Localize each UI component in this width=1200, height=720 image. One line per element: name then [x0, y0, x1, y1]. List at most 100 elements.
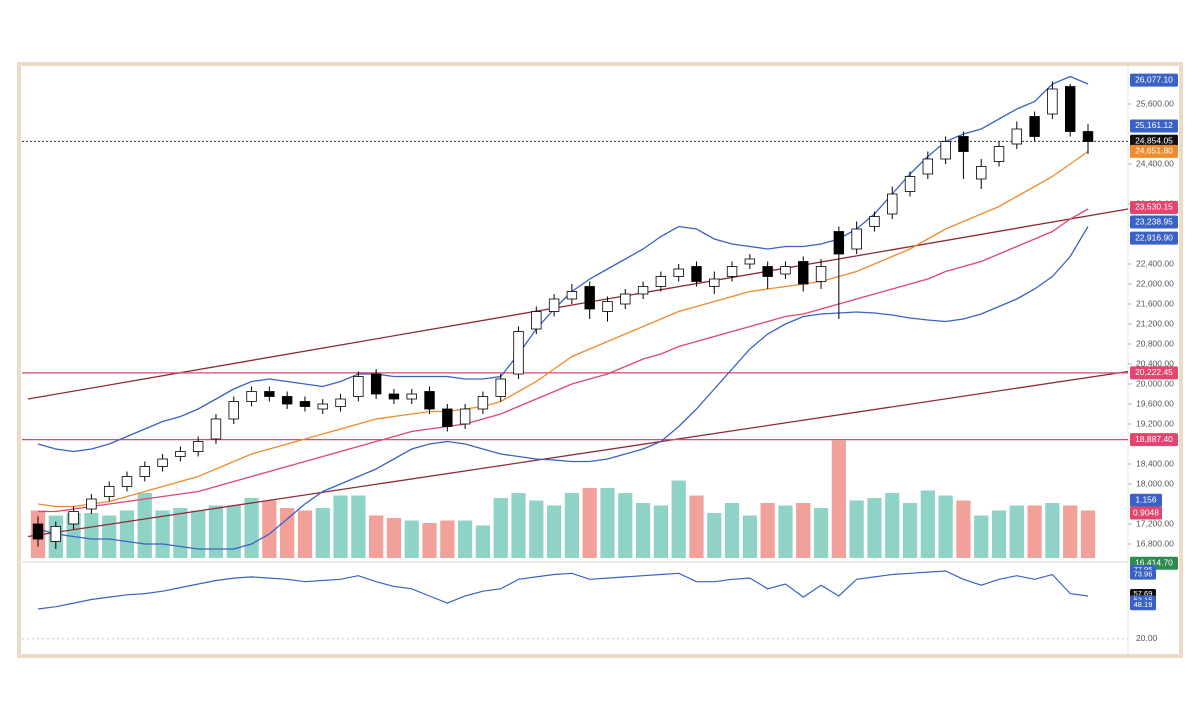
price-label: 22,916.90 — [1135, 232, 1173, 242]
volume-bar — [689, 495, 704, 558]
candle-body — [86, 498, 97, 510]
volume-bar — [600, 488, 615, 558]
volume-bar — [564, 493, 580, 558]
volume-bar — [778, 505, 793, 558]
volume-bar — [333, 495, 348, 558]
candle-body — [192, 441, 204, 452]
candle-body — [620, 293, 631, 305]
volume-bar — [902, 503, 918, 558]
candle-body — [264, 391, 275, 397]
rsi-label-box — [1130, 569, 1156, 580]
candle-body — [459, 408, 471, 425]
candle-body — [655, 276, 667, 287]
volume-bar — [742, 515, 757, 558]
volume-bar — [867, 498, 882, 558]
candle-body — [904, 176, 916, 192]
volume-bar — [440, 520, 455, 558]
price-label-box — [1130, 144, 1178, 158]
price-label-box — [1130, 215, 1178, 229]
candle-body — [1064, 86, 1076, 132]
candle-body — [940, 141, 951, 160]
rsi-label: 77.95 — [1134, 565, 1153, 574]
candle-body — [869, 216, 880, 227]
rsi-label: 73.96 — [1134, 570, 1153, 579]
candle-body — [887, 193, 898, 215]
volume-bar — [760, 503, 775, 558]
indicator-line — [37, 150, 1089, 508]
candle-body — [566, 291, 578, 300]
candle-body — [815, 266, 827, 282]
candle-body — [531, 311, 542, 330]
volume-bar — [262, 500, 277, 558]
y-tick-label: 24,400.00 — [1136, 158, 1174, 168]
y-tick-label: 19,600.00 — [1136, 398, 1174, 408]
volume-bar — [831, 440, 846, 558]
price-label: 20,222.45 — [1135, 367, 1173, 377]
volume-bar — [315, 508, 330, 558]
candle-body — [744, 258, 756, 265]
price-label: 23,530.15 — [1135, 202, 1173, 212]
candle-body — [726, 266, 738, 277]
candle-body — [424, 391, 435, 410]
candle-body — [851, 228, 862, 250]
volume-bar — [653, 505, 668, 558]
y-tick-label: 18,000.00 — [1136, 478, 1174, 488]
rsi-label-box — [1130, 600, 1156, 611]
y-tick-label: 18,400.00 — [1136, 458, 1174, 468]
volume-bar — [280, 508, 295, 558]
volume-bar — [796, 503, 811, 558]
candle-body — [103, 486, 115, 497]
indicator-line — [37, 226, 1089, 550]
price-label: 18,887.40 — [1135, 434, 1173, 444]
volume-bar — [813, 508, 829, 558]
price-label: 25,161.12 — [1135, 120, 1173, 130]
volume-bar — [546, 505, 562, 558]
volume-bar — [1080, 510, 1096, 558]
volume-bar — [404, 520, 419, 558]
candle-body — [1029, 116, 1040, 137]
price-label-box — [1130, 134, 1178, 148]
volume-label-box — [1130, 506, 1162, 520]
volume-bar — [173, 508, 188, 558]
volume-label-box — [1130, 493, 1162, 507]
volume-bar — [102, 515, 117, 558]
price-label: 16,414.70 — [1135, 558, 1173, 568]
volume-bar — [1009, 505, 1024, 558]
candle-body — [370, 373, 382, 395]
candle-body — [388, 393, 400, 400]
volume-bar — [724, 503, 740, 558]
trendline — [27, 370, 1129, 538]
price-label: 24,854.05 — [1135, 136, 1173, 146]
volume-bar — [618, 493, 633, 558]
y-tick-label: 20,400.00 — [1136, 358, 1174, 368]
y-tick-label: 21,600.00 — [1136, 298, 1174, 308]
volume-bar — [938, 495, 953, 558]
candle-body — [139, 466, 150, 477]
candle-body — [1047, 88, 1058, 115]
candle-body — [406, 393, 417, 400]
y-tick-label: 20,000.00 — [1136, 378, 1174, 388]
indicator-line — [38, 208, 1089, 513]
volume-bar — [351, 495, 366, 558]
volume-bar — [458, 520, 473, 558]
indicator-line — [37, 75, 1089, 453]
volume-bar — [155, 510, 170, 558]
y-tick-label: 22,000.00 — [1136, 278, 1174, 288]
volume-bar — [493, 498, 508, 558]
candle-body — [958, 136, 969, 152]
rsi-line — [37, 570, 1089, 610]
y-tick-label: 22,400.00 — [1136, 258, 1174, 268]
candle-body — [246, 391, 257, 402]
volume-bar — [974, 515, 989, 558]
candle-body — [780, 266, 791, 275]
volume-bar — [635, 503, 651, 558]
volume-bar — [475, 525, 491, 558]
volume-bar — [1063, 505, 1078, 558]
rsi-label: 52.15 — [1134, 596, 1153, 605]
volume-label: 1.156 — [1135, 494, 1157, 504]
candle-body — [157, 458, 168, 467]
volume-bar — [671, 480, 686, 558]
price-label: 23,238.95 — [1135, 216, 1173, 226]
candle-body — [1011, 128, 1023, 145]
candle-body — [335, 398, 346, 407]
